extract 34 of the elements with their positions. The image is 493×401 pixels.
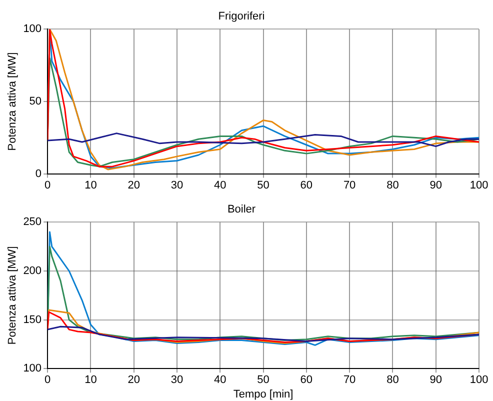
x-tick-label: 0 xyxy=(44,179,51,192)
x-tick-label: 30 xyxy=(170,179,184,192)
x-tick-label: 90 xyxy=(430,374,442,386)
x-axis-title: Tempo [min] xyxy=(233,388,294,400)
x-tick-label: 50 xyxy=(257,179,270,192)
x-tick-label: 100 xyxy=(470,179,488,192)
x-tick-label: 30 xyxy=(170,374,184,386)
y-axis-title: Potenza attiva [MW] xyxy=(6,246,19,345)
y-axis-title: Potenza attiva [MW] xyxy=(6,52,19,151)
x-tick-label: 40 xyxy=(214,374,226,386)
y-tick-label: 0 xyxy=(35,168,42,180)
y-tick-label: 50 xyxy=(29,96,42,108)
x-tick-label: 70 xyxy=(343,374,356,386)
x-tick-label: 10 xyxy=(84,179,97,192)
x-tick-label: 20 xyxy=(128,179,140,192)
x-tick-label: 70 xyxy=(343,179,356,192)
x-tick-label: 10 xyxy=(84,374,97,386)
x-tick-label: 100 xyxy=(470,374,488,386)
x-tick-label: 80 xyxy=(386,374,399,386)
y-tick-label: 100 xyxy=(23,362,42,375)
y-tick-label: 150 xyxy=(23,314,42,326)
x-tick-label: 90 xyxy=(430,179,442,192)
x-tick-label: 0 xyxy=(44,374,51,386)
chart-title: Frigoriferi xyxy=(218,10,265,23)
x-tick-label: 80 xyxy=(386,179,399,192)
y-tick-label: 200 xyxy=(23,265,42,278)
y-tick-label: 100 xyxy=(23,23,42,36)
y-tick-label: 250 xyxy=(23,216,42,228)
x-tick-label: 60 xyxy=(300,179,313,192)
x-tick-label: 50 xyxy=(257,374,270,386)
x-tick-label: 20 xyxy=(128,374,140,386)
x-tick-label: 60 xyxy=(300,374,313,386)
x-tick-label: 40 xyxy=(214,179,226,192)
chart-title: Boiler xyxy=(227,204,256,216)
